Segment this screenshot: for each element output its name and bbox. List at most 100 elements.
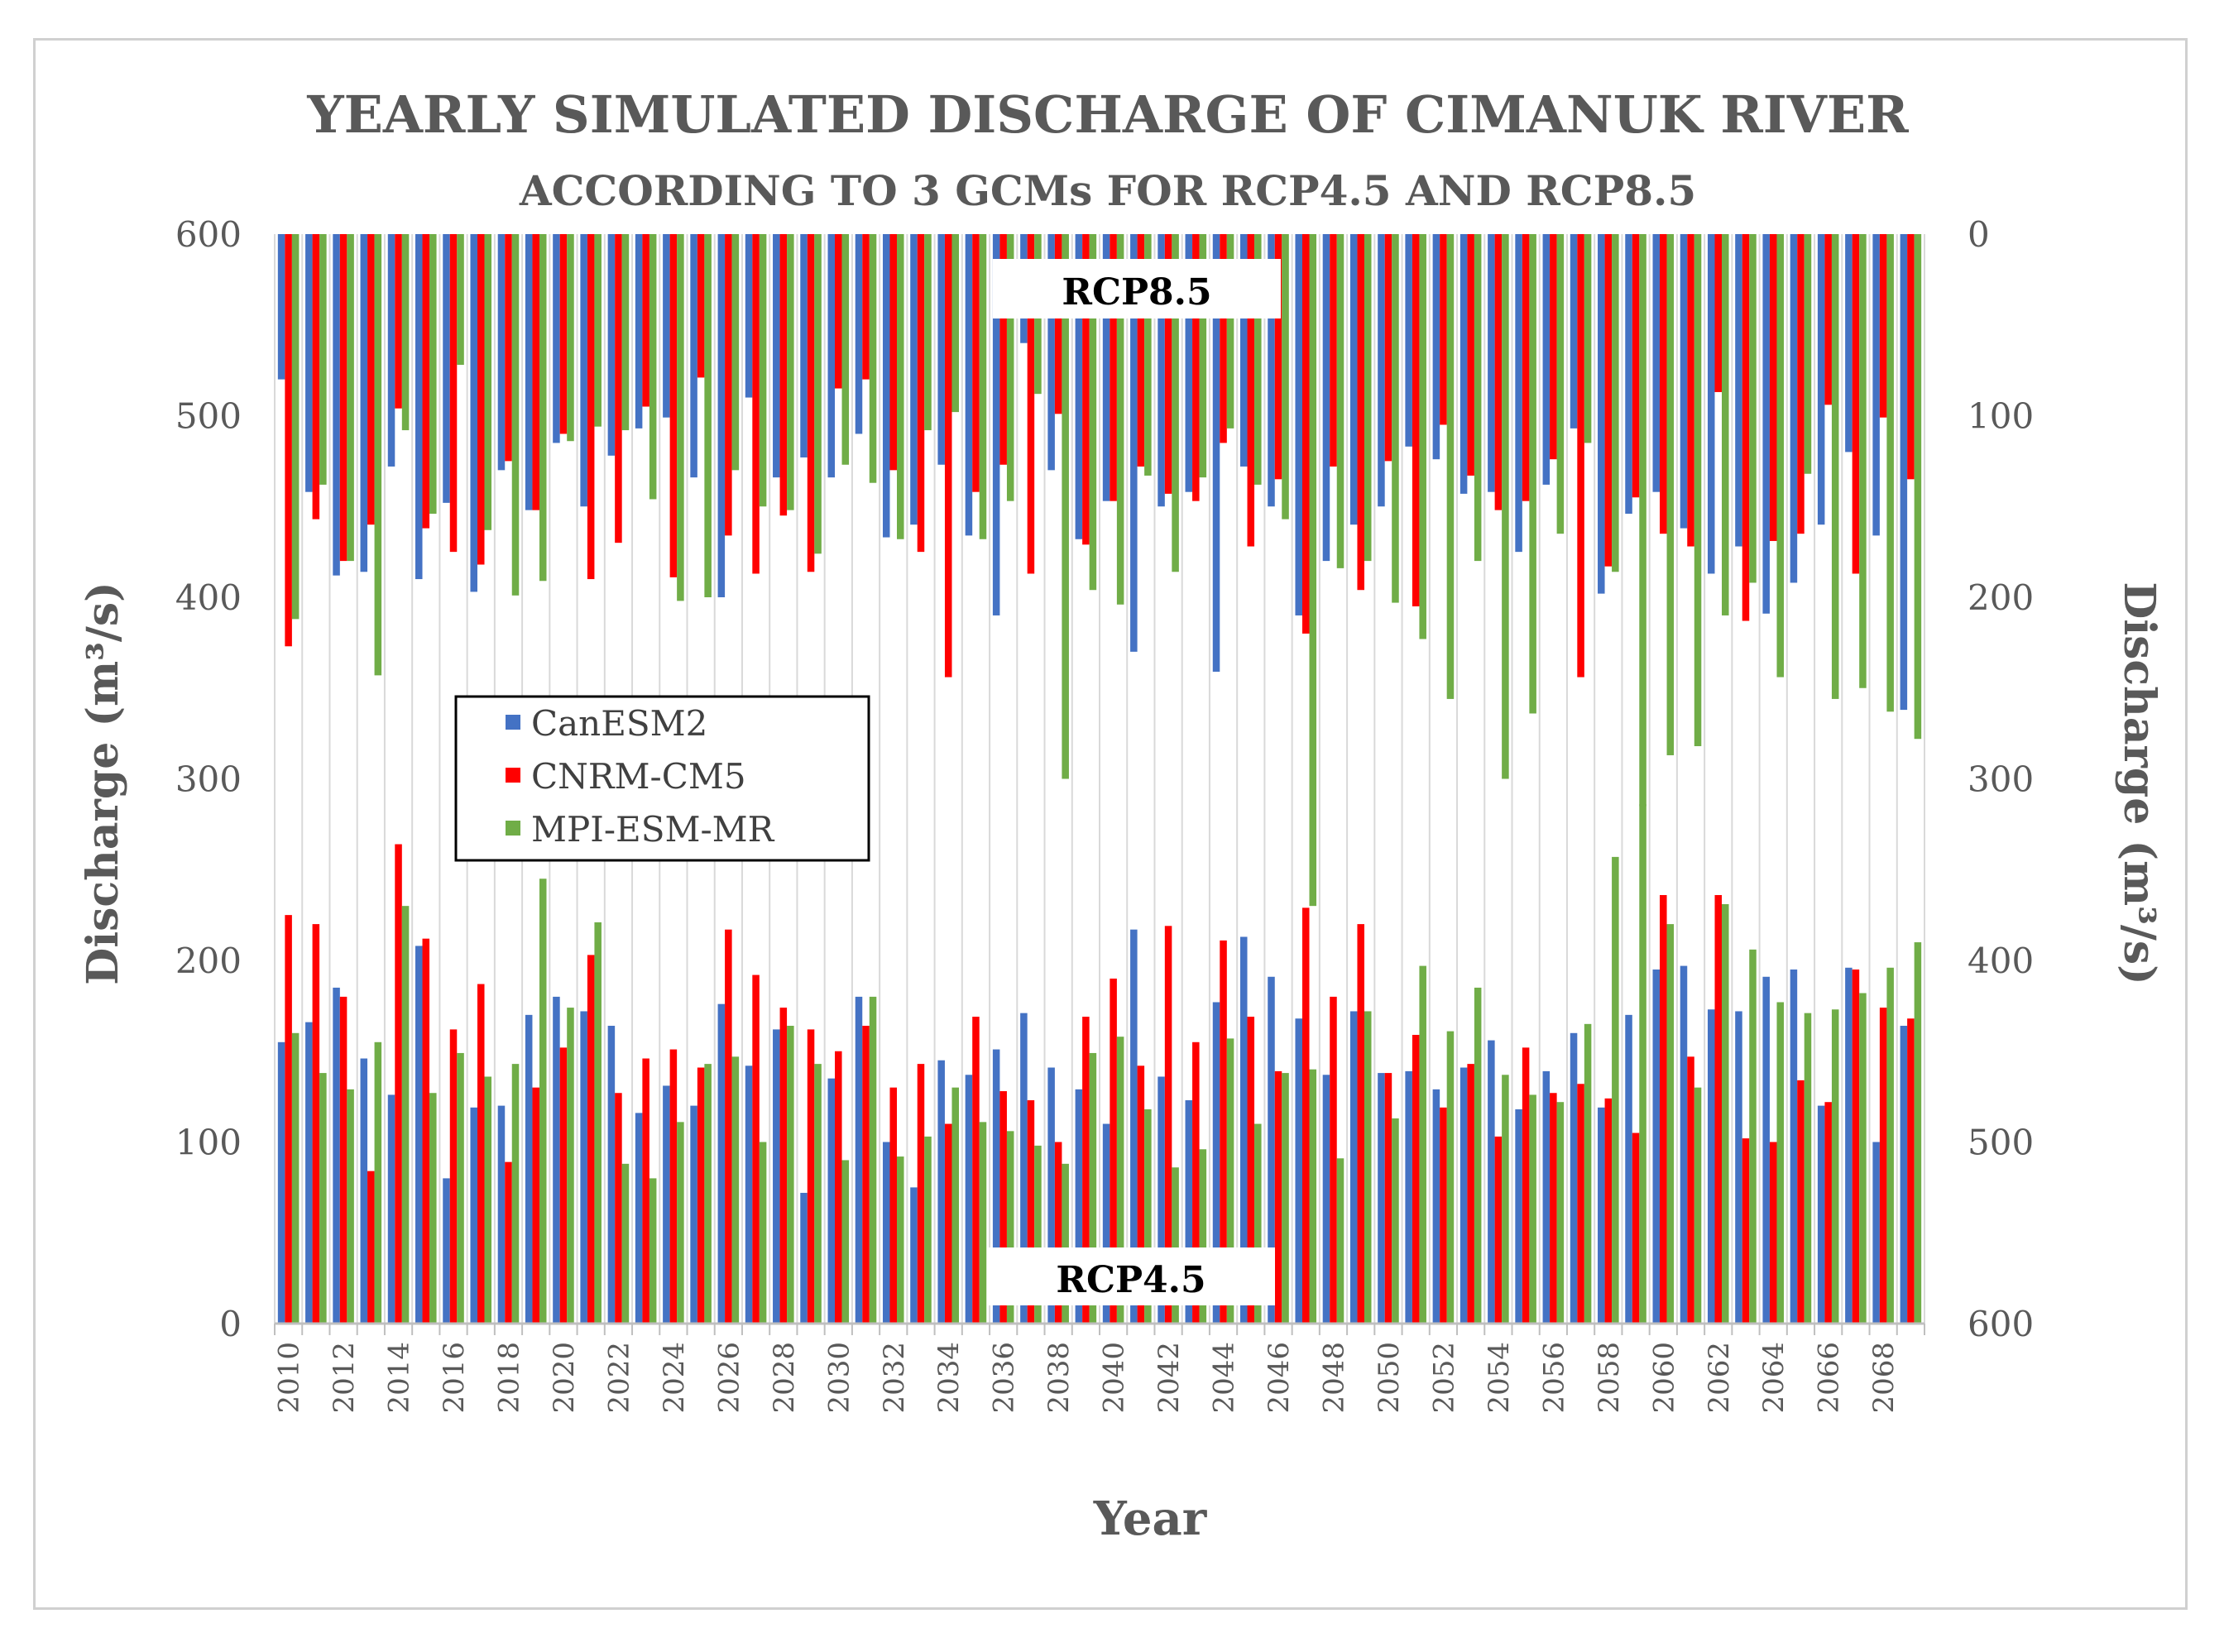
bar-rcp45-cnrm-cm5-2017 xyxy=(477,984,485,1324)
x-tick-label: 2028 xyxy=(768,1342,801,1414)
bar-rcp85-canesm2-2063 xyxy=(1735,234,1742,547)
bar-rcp45-canesm2-2063 xyxy=(1735,1011,1742,1324)
bar-rcp45-mpi-esm-mr-2015 xyxy=(429,1093,437,1324)
bar-rcp85-mpi-esm-mr-2056 xyxy=(1556,234,1565,534)
bar-rcp45-mpi-esm-mr-2060 xyxy=(1666,924,1675,1324)
y-right-tick-label: 600 xyxy=(1968,1304,2034,1344)
bar-rcp45-mpi-esm-mr-2034 xyxy=(951,1087,959,1324)
bar-rcp85-cnrm-cm5-2034 xyxy=(944,234,952,678)
bar-rcp85-cnrm-cm5-2022 xyxy=(615,234,622,543)
bar-rcp45-cnrm-cm5-2012 xyxy=(339,996,348,1324)
bar-rcp85-canesm2-2039 xyxy=(1075,234,1083,539)
y-axis-title-left: Discharge (m³/s) xyxy=(78,582,128,985)
y-right-tick-label: 100 xyxy=(1968,396,2034,437)
bar-rcp85-mpi-esm-mr-2068 xyxy=(1886,234,1894,712)
bar-rcp45-cnrm-cm5-2046 xyxy=(1274,1070,1282,1324)
bar-rcp45-mpi-esm-mr-2032 xyxy=(897,1156,904,1324)
y-left-tick-label: 200 xyxy=(175,941,242,981)
x-tick-label: 2012 xyxy=(328,1342,361,1414)
bar-rcp85-cnrm-cm5-2042 xyxy=(1164,234,1172,494)
legend-swatch-canesm2 xyxy=(506,715,520,730)
bar-rcp45-cnrm-cm5-2033 xyxy=(917,1064,925,1324)
bar-rcp85-canesm2-2054 xyxy=(1488,234,1495,492)
bar-rcp85-mpi-esm-mr-2010 xyxy=(291,234,300,620)
axis-layer: 0 100 200 300 400 500 600 600 500 400 300 200 100 0 20… xyxy=(175,214,2034,1414)
bar-rcp45-canesm2-2054 xyxy=(1488,1040,1495,1324)
bar-rcp45-mpi-esm-mr-2066 xyxy=(1831,1009,1839,1324)
bar-rcp45-mpi-esm-mr-2024 xyxy=(677,1122,684,1324)
bar-rcp45-mpi-esm-mr-2023 xyxy=(649,1178,657,1324)
bar-rcp85-mpi-esm-mr-2029 xyxy=(814,234,822,554)
bar-rcp45-canesm2-2056 xyxy=(1542,1070,1551,1324)
bar-rcp85-cnrm-cm5-2069 xyxy=(1907,234,1915,480)
bars-layer xyxy=(277,234,1922,1324)
bar-rcp85-cnrm-cm5-2025 xyxy=(697,234,705,378)
chart-title: YEARLY SIMULATED DISCHARGE OF CIMANUK RI… xyxy=(306,84,1909,145)
bar-rcp45-mpi-esm-mr-2069 xyxy=(1914,942,1922,1324)
y-left-tick-label: 400 xyxy=(175,577,242,618)
bar-rcp45-canesm2-2019 xyxy=(525,1014,533,1324)
bar-rcp85-canesm2-2040 xyxy=(1102,234,1110,501)
bar-rcp85-cnrm-cm5-2057 xyxy=(1577,234,1584,678)
bar-rcp45-cnrm-cm5-2057 xyxy=(1577,1084,1584,1324)
bar-rcp45-canesm2-2029 xyxy=(800,1192,808,1324)
bar-rcp45-canesm2-2031 xyxy=(855,996,863,1324)
bar-rcp45-cnrm-cm5-2062 xyxy=(1714,894,1723,1324)
bar-rcp45-cnrm-cm5-2028 xyxy=(779,1008,788,1324)
bar-rcp85-cnrm-cm5-2054 xyxy=(1494,234,1503,510)
bar-rcp85-mpi-esm-mr-2028 xyxy=(787,234,794,510)
bar-rcp85-canesm2-2052 xyxy=(1432,234,1440,460)
bar-rcp45-canesm2-2025 xyxy=(690,1105,697,1324)
bar-rcp45-mpi-esm-mr-2052 xyxy=(1446,1031,1455,1324)
x-tick-label: 2054 xyxy=(1483,1342,1516,1414)
bar-rcp45-mpi-esm-mr-2021 xyxy=(594,922,602,1324)
bar-rcp45-cnrm-cm5-2063 xyxy=(1742,1138,1750,1324)
bar-rcp85-canesm2-2021 xyxy=(580,234,587,507)
bar-rcp45-canesm2-2040 xyxy=(1102,1123,1110,1324)
bar-rcp85-cnrm-cm5-2047 xyxy=(1301,234,1310,634)
bar-rcp85-mpi-esm-mr-2019 xyxy=(539,234,547,582)
bar-rcp45-canesm2-2045 xyxy=(1240,936,1248,1324)
bar-rcp45-cnrm-cm5-2016 xyxy=(449,1029,458,1324)
bar-rcp45-cnrm-cm5-2026 xyxy=(725,929,732,1324)
bar-rcp85-mpi-esm-mr-2042 xyxy=(1172,234,1179,572)
bar-rcp85-mpi-esm-mr-2039 xyxy=(1089,234,1097,591)
bar-rcp45-mpi-esm-mr-2019 xyxy=(539,879,547,1324)
legend-box xyxy=(454,695,870,862)
x-tick-label: 2034 xyxy=(932,1342,966,1414)
x-tick-label: 2020 xyxy=(548,1342,581,1414)
bar-rcp45-canesm2-2061 xyxy=(1680,965,1688,1324)
bar-rcp85-canesm2-2068 xyxy=(1872,234,1880,536)
bar-rcp85-canesm2-2056 xyxy=(1542,234,1551,485)
bar-rcp85-mpi-esm-mr-2053 xyxy=(1474,234,1482,562)
bar-rcp45-mpi-esm-mr-2061 xyxy=(1694,1087,1702,1324)
bar-rcp45-canesm2-2046 xyxy=(1268,976,1275,1324)
bar-rcp85-mpi-esm-mr-2055 xyxy=(1529,234,1536,714)
bar-rcp85-canesm2-2061 xyxy=(1680,234,1688,529)
bar-rcp45-cnrm-cm5-2052 xyxy=(1440,1107,1447,1324)
bar-rcp85-canesm2-2057 xyxy=(1570,234,1578,429)
bar-rcp85-mpi-esm-mr-2064 xyxy=(1776,234,1784,678)
bar-rcp45-mpi-esm-mr-2012 xyxy=(347,1089,354,1324)
bar-rcp45-canesm2-2037 xyxy=(1020,1013,1028,1324)
bar-rcp45-canesm2-2011 xyxy=(305,1022,313,1324)
bar-rcp45-cnrm-cm5-2056 xyxy=(1550,1093,1557,1324)
rcp85-label-box xyxy=(993,259,1281,318)
x-tick-label: 2068 xyxy=(1867,1342,1900,1414)
bar-rcp45-cnrm-cm5-2013 xyxy=(367,1171,375,1324)
bar-rcp85-canesm2-2058 xyxy=(1598,234,1605,594)
bar-rcp85-mpi-esm-mr-2025 xyxy=(704,234,712,597)
bar-rcp85-cnrm-cm5-2044 xyxy=(1220,234,1227,443)
bar-rcp85-canesm2-2024 xyxy=(663,234,670,418)
bar-rcp85-canesm2-2051 xyxy=(1405,234,1412,447)
bar-rcp85-canesm2-2035 xyxy=(965,234,973,536)
bar-rcp45-cnrm-cm5-2038 xyxy=(1054,1142,1062,1324)
bar-rcp85-cnrm-cm5-2046 xyxy=(1274,234,1282,480)
bar-rcp45-cnrm-cm5-2044 xyxy=(1220,940,1227,1324)
bar-rcp85-mpi-esm-mr-2020 xyxy=(567,234,574,442)
bar-rcp45-mpi-esm-mr-2026 xyxy=(731,1056,740,1324)
bar-rcp85-mpi-esm-mr-2033 xyxy=(924,234,932,431)
bar-rcp45-mpi-esm-mr-2047 xyxy=(1309,1069,1317,1324)
bar-rcp45-canesm2-2016 xyxy=(443,1178,450,1324)
bar-rcp45-cnrm-cm5-2059 xyxy=(1632,1132,1640,1324)
